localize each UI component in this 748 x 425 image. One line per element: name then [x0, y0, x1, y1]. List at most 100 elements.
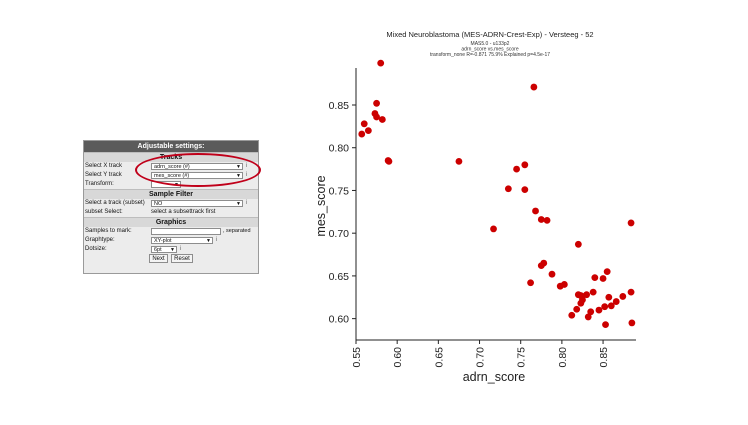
data-point[interactable] — [532, 207, 539, 215]
chart-subtitle-1: MAS5.0 - u133p2 — [471, 41, 510, 47]
separated-text: , separated — [223, 228, 251, 234]
graphtype-value: XY-plot — [154, 238, 172, 244]
y-tick-label: 0.80 — [329, 143, 350, 155]
x-tick-label: 0.60 — [392, 347, 404, 368]
data-point[interactable] — [573, 305, 581, 313]
data-point[interactable] — [540, 259, 548, 267]
dotsize-value: 6pt — [154, 247, 162, 253]
x-tick-label: 0.70 — [475, 347, 487, 368]
graphtype-label: Graphtype: — [85, 237, 115, 243]
data-point[interactable] — [627, 219, 635, 227]
transform-label: Transform: — [85, 181, 114, 187]
data-point[interactable] — [589, 288, 597, 296]
y-tick-label: 0.75 — [329, 185, 350, 197]
data-point[interactable] — [607, 302, 615, 310]
subset-select-label: subset Select: — [85, 209, 123, 215]
sample-filter-header: Sample Filter — [84, 189, 258, 199]
data-point[interactable] — [373, 99, 380, 107]
subset-select-hint: select a subsettrack first — [151, 209, 216, 215]
data-point[interactable] — [601, 303, 609, 311]
y-axis-ticks: 0.60 0.65 0.70 0.75 0.80 0.85 — [329, 100, 356, 326]
chart-axes — [355, 68, 636, 341]
dotsize-dropdown[interactable]: 6pt ▼ — [151, 246, 177, 253]
data-point[interactable] — [560, 281, 568, 288]
chart-title: Mixed Neuroblastoma (MES-ADRN-Crest-Exp)… — [386, 30, 593, 39]
subset-track-dropdown[interactable]: NO ▼ — [151, 200, 243, 207]
samples-mark-input[interactable] — [151, 228, 221, 235]
data-point[interactable] — [377, 59, 385, 67]
info-icon[interactable]: i — [216, 237, 218, 243]
data-point[interactable] — [574, 240, 582, 248]
y-tick-label: 0.65 — [329, 271, 350, 283]
chart-points — [358, 59, 636, 329]
data-point[interactable] — [364, 127, 372, 135]
data-point[interactable] — [521, 161, 529, 169]
graphics-header: Graphics — [84, 217, 258, 227]
graphtype-row: Graphtype: XY-plot ▼ i — [84, 236, 258, 245]
data-point[interactable] — [595, 306, 603, 314]
chevron-down-icon: ▼ — [170, 247, 175, 253]
data-point[interactable] — [603, 268, 611, 276]
dotsize-label: Dotsize: — [85, 246, 107, 252]
x-tick-label: 0.75 — [516, 347, 528, 368]
y-axis-label: mes_score — [314, 175, 328, 236]
data-point[interactable] — [530, 83, 538, 91]
info-icon[interactable]: i — [246, 200, 248, 206]
data-point[interactable] — [619, 293, 627, 300]
data-point[interactable] — [490, 225, 497, 233]
data-point[interactable] — [521, 186, 529, 194]
subset-track-label: Select a track (subset) — [85, 200, 145, 206]
chevron-down-icon: ▼ — [236, 201, 241, 207]
data-point[interactable] — [591, 274, 599, 282]
data-point[interactable] — [584, 313, 592, 321]
data-point[interactable] — [513, 165, 520, 173]
subset-select-row: subset Select: select a subsettrack firs… — [84, 208, 258, 217]
data-point[interactable] — [605, 293, 613, 301]
x-tick-label: 0.55 — [351, 347, 363, 368]
subset-track-value: NO — [154, 201, 163, 207]
data-point[interactable] — [628, 319, 636, 327]
x-tick-label: 0.85 — [598, 347, 610, 368]
panel-title: Adjustable settings: — [84, 141, 258, 152]
data-point[interactable] — [587, 308, 595, 316]
buttons-row: Next Reset — [84, 254, 258, 265]
x-tick-label: 0.80 — [557, 347, 569, 368]
data-point[interactable] — [385, 158, 393, 165]
select-x-label: Select X track — [85, 163, 123, 169]
reset-button[interactable]: Reset — [171, 254, 193, 263]
y-tick-label: 0.60 — [329, 314, 350, 326]
data-point[interactable] — [568, 311, 576, 319]
data-point[interactable] — [527, 279, 534, 287]
chevron-down-icon: ▼ — [206, 238, 211, 244]
data-point[interactable] — [543, 216, 551, 224]
select-y-label: Select Y track — [85, 172, 122, 178]
y-tick-label: 0.85 — [329, 100, 350, 112]
samples-mark-row: Samples to mark: , separated — [84, 227, 258, 236]
data-point[interactable] — [612, 298, 620, 305]
data-point[interactable] — [627, 288, 635, 296]
data-point[interactable] — [373, 113, 380, 121]
info-icon[interactable]: i — [180, 246, 182, 252]
next-button[interactable]: Next — [149, 254, 168, 263]
data-point[interactable] — [455, 158, 463, 165]
data-point[interactable] — [548, 270, 556, 278]
samples-mark-label: Samples to mark: — [85, 228, 132, 234]
data-point[interactable] — [602, 321, 609, 329]
data-point[interactable] — [504, 185, 512, 193]
highlight-oval — [135, 153, 261, 187]
data-point[interactable] — [577, 299, 585, 307]
y-tick-label: 0.70 — [329, 228, 350, 240]
data-point[interactable] — [378, 116, 386, 123]
data-point[interactable] — [360, 120, 368, 128]
x-axis-ticks: 0.55 0.60 0.65 0.70 0.75 0.80 0.85 — [351, 340, 610, 367]
x-axis-label: adrn_score — [463, 370, 526, 384]
x-tick-label: 0.65 — [433, 347, 445, 368]
chart-subtitle-3: transform_none R=-0.871 75.9% Explained … — [430, 52, 550, 58]
data-point[interactable] — [358, 130, 366, 138]
graphtype-dropdown[interactable]: XY-plot ▼ — [151, 237, 213, 244]
subset-track-row: Select a track (subset) NO ▼ i — [84, 199, 258, 208]
data-point[interactable] — [583, 291, 590, 299]
data-point[interactable] — [537, 216, 545, 223]
data-point[interactable] — [599, 275, 607, 282]
